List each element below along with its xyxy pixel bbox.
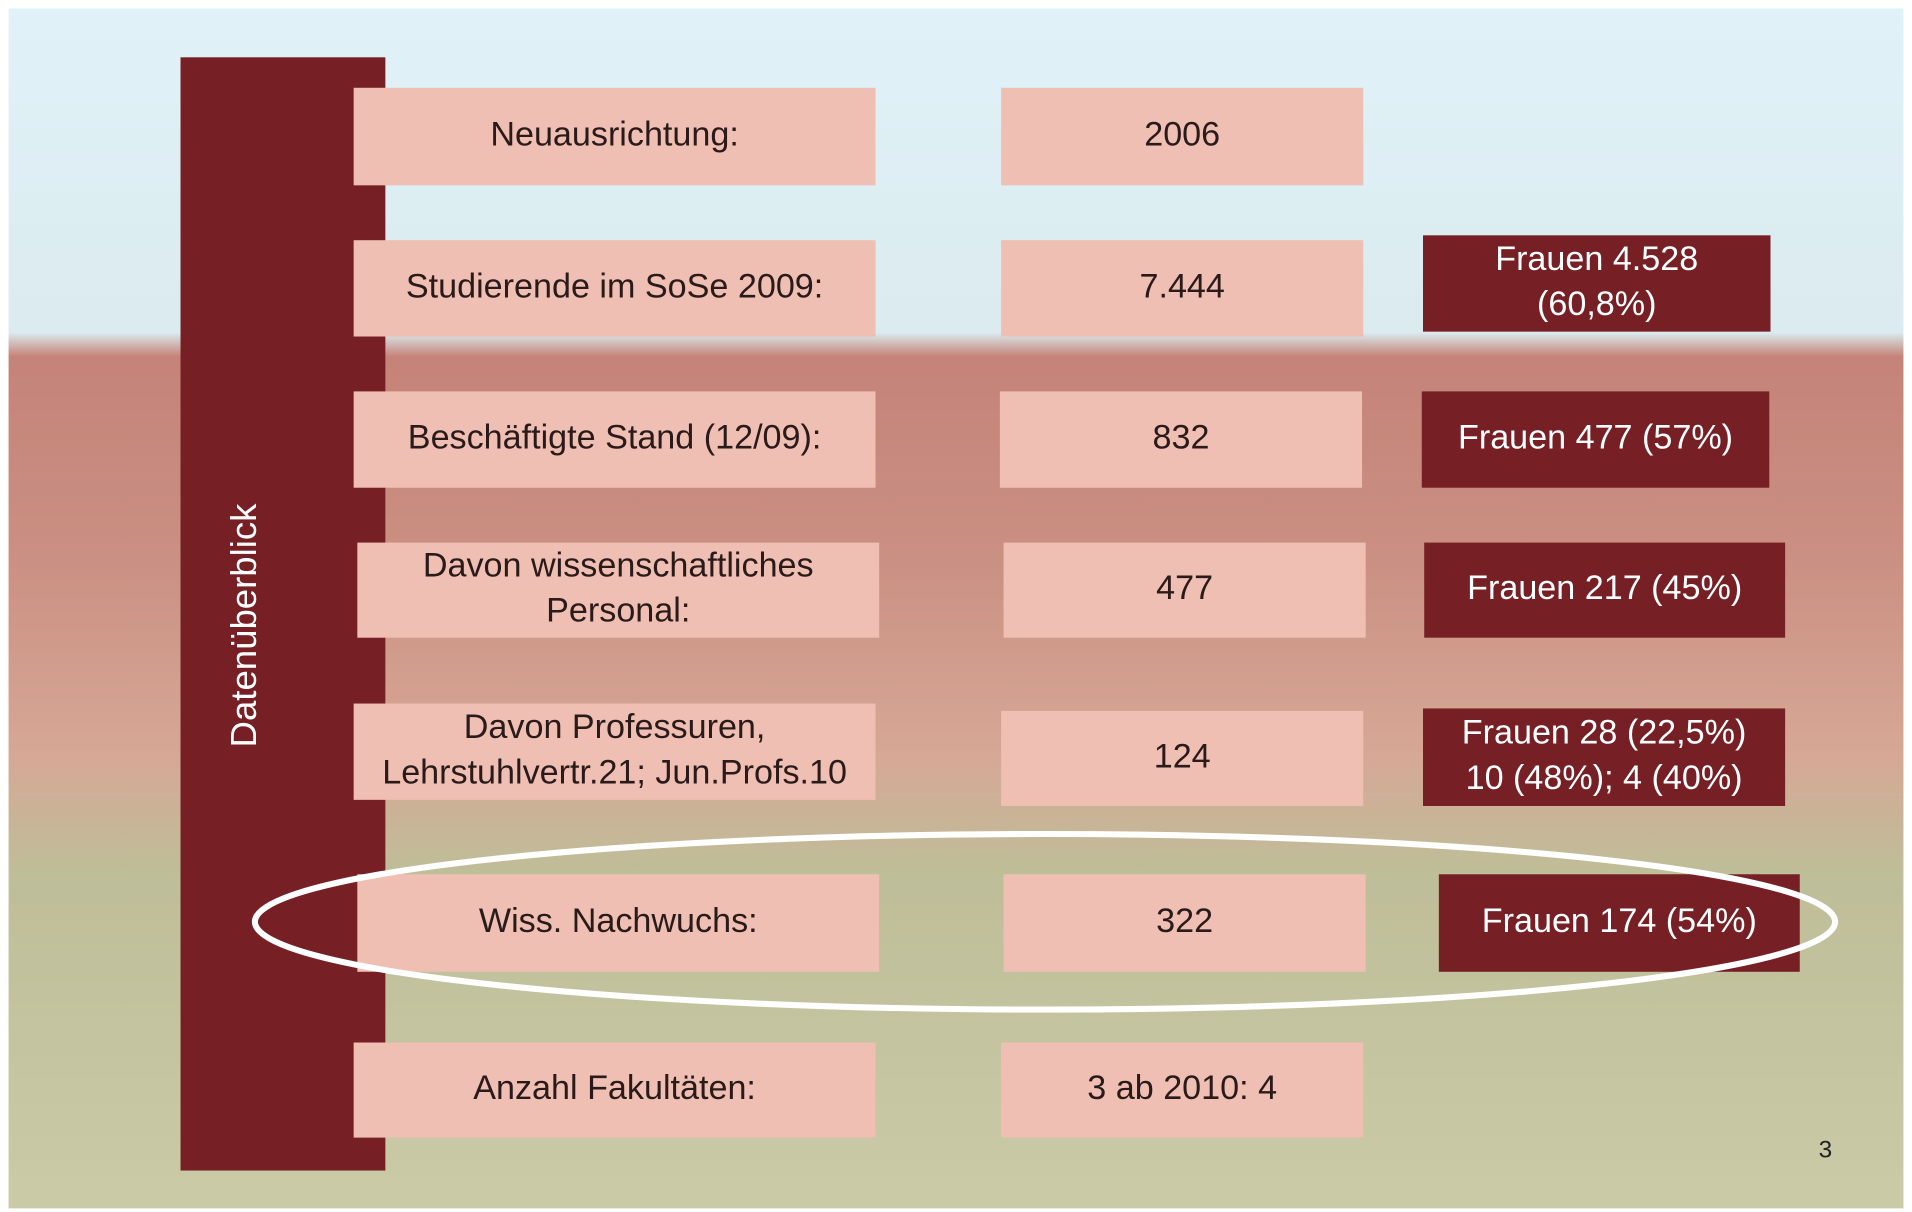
- value-text: 477: [1156, 569, 1213, 607]
- value-text: 7.444: [1139, 267, 1224, 305]
- value-text: 832: [1152, 419, 1209, 457]
- women-text: Frauen 4.528: [1495, 240, 1698, 278]
- label-text: Personal:: [546, 592, 690, 630]
- label-text: Davon Professuren,: [464, 708, 766, 746]
- women-text: (60,8%): [1537, 285, 1657, 323]
- women-text: Frauen 174 (54%): [1482, 902, 1757, 940]
- page-number: 3: [1819, 1136, 1833, 1163]
- women-text: Frauen 217 (45%): [1467, 569, 1742, 607]
- value-text: 124: [1154, 737, 1211, 775]
- value-text: 322: [1156, 902, 1213, 940]
- label-text: Studierende im SoSe 2009:: [406, 267, 823, 305]
- label-text: Anzahl Fakultäten:: [473, 1069, 756, 1107]
- women-text: 10 (48%); 4 (40%): [1466, 759, 1743, 797]
- label-text: Beschäftigte Stand (12/09):: [408, 419, 822, 457]
- label-text: Wiss. Nachwuchs:: [479, 902, 758, 940]
- value-text: 3 ab 2010: 4: [1087, 1069, 1277, 1107]
- women-text: Frauen 28 (22,5%): [1462, 714, 1747, 752]
- sidebar-title: Datenüberblick: [223, 503, 264, 748]
- value-text: 2006: [1144, 116, 1220, 154]
- sidebar: [181, 57, 386, 1170]
- label-text: Lehrstuhlvertr.21; Jun.Profs.10: [382, 753, 847, 791]
- label-text: Davon wissenschaftliches: [423, 547, 814, 585]
- slide: Datenüberblick 3 Neuausrichtung: 2006 Stud…: [0, 0, 1912, 1212]
- label-text: Neuausrichtung:: [490, 116, 739, 154]
- women-text: Frauen 477 (57%): [1458, 419, 1733, 457]
